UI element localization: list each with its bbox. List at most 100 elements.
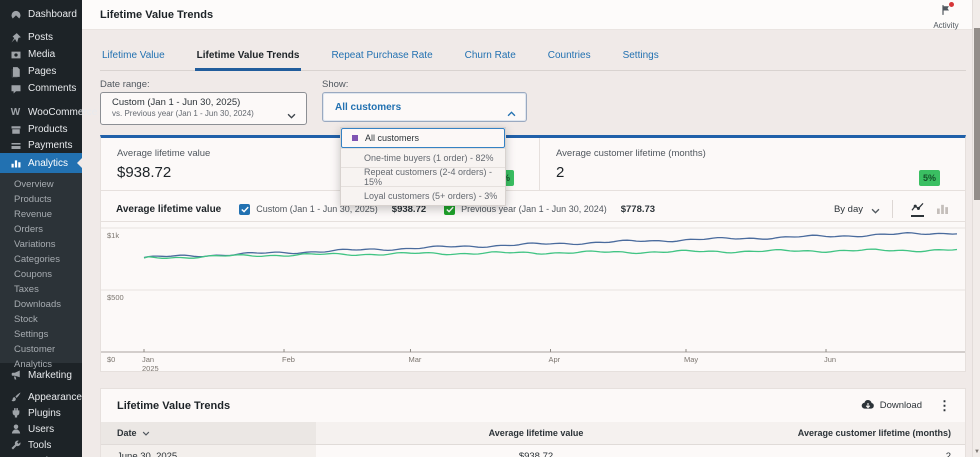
- analytics-submenu: Overview Products Revenue Orders Variati…: [0, 173, 82, 363]
- bar-chart-toggle-icon[interactable]: [936, 203, 949, 216]
- option-label: All customers: [365, 133, 419, 143]
- activity-button[interactable]: Activity: [926, 3, 966, 30]
- active-menu-arrow: [77, 158, 82, 168]
- pages-icon: [9, 65, 22, 78]
- sidebar-item-woocommerce[interactable]: W WooCommerce: [0, 104, 82, 121]
- sidebar-item-media[interactable]: Media: [0, 46, 82, 63]
- chevron-up-icon: [507, 104, 516, 110]
- tab-settings[interactable]: Settings: [621, 46, 661, 71]
- sidebar-item-label: Products: [28, 124, 67, 135]
- page-title: Lifetime Value Trends: [100, 9, 213, 21]
- x-axis-label: May: [684, 355, 698, 364]
- sort-chevron-icon: [142, 431, 150, 436]
- content-area: Lifetime Value Trends Activity Lifetime …: [82, 0, 980, 457]
- sidebar-subitem-settings[interactable]: Settings: [0, 327, 82, 342]
- chart-header: Average lifetime value Custom (Jan 1 - J…: [101, 190, 965, 222]
- plug-icon: [9, 407, 22, 420]
- media-icon: [9, 48, 22, 61]
- x-axis-label: Mar: [408, 355, 421, 364]
- dropdown-option-all-customers[interactable]: All customers: [341, 128, 505, 148]
- show-dropdown-popover: All customers One-time buyers (1 order) …: [340, 127, 506, 206]
- trend-badge: 5%: [919, 170, 940, 186]
- download-button[interactable]: Download: [861, 400, 922, 412]
- sidebar-subitem-overview[interactable]: Overview: [0, 177, 82, 192]
- sidebar-item-pages[interactable]: Pages: [0, 63, 82, 80]
- column-header-date[interactable]: Date: [101, 422, 316, 445]
- sidebar-item-products[interactable]: Products: [0, 121, 82, 138]
- tab-repeat-purchase-rate[interactable]: Repeat Purchase Rate: [329, 46, 434, 71]
- y-axis-label: $500: [107, 293, 124, 302]
- sidebar-item-plugins[interactable]: Plugins: [0, 405, 82, 421]
- table-header-bar: Lifetime Value Trends Download ⋮: [101, 389, 965, 422]
- line-chart-toggle-icon[interactable]: [911, 202, 924, 217]
- sidebar-item-appearance[interactable]: Appearance: [0, 389, 82, 405]
- lifetime-value-panel: Average lifetime value $938.72 5% Averag…: [100, 135, 966, 372]
- sidebar-item-analytics[interactable]: Analytics: [0, 153, 82, 173]
- y-axis-label: $0: [107, 355, 115, 364]
- chevron-down-icon: [287, 106, 296, 112]
- chart-line-series-1: [144, 249, 957, 258]
- dropdown-option-one-time-buyers[interactable]: One-time buyers (1 order) - 82%: [341, 148, 505, 167]
- date-range-value: Custom (Jan 1 - Jun 30, 2025): [112, 97, 282, 108]
- show-select[interactable]: All customers: [322, 92, 527, 122]
- sidebar-item-label: Media: [28, 49, 55, 60]
- sidebar-item-tools[interactable]: Tools: [0, 437, 82, 453]
- sidebar-subitem-stock[interactable]: Stock: [0, 312, 82, 327]
- brush-icon: [9, 391, 22, 404]
- sidebar-item-marketing[interactable]: Marketing: [0, 367, 82, 383]
- sidebar-subitem-categories[interactable]: Categories: [0, 252, 82, 267]
- table-header-row: Date Average lifetime value Average cust…: [101, 422, 965, 445]
- sidebar-subitem-products[interactable]: Products: [0, 192, 82, 207]
- show-select-value: All customers: [335, 102, 401, 113]
- products-icon: [9, 123, 22, 136]
- pin-icon: [9, 31, 22, 44]
- sidebar-item-payments[interactable]: Payments: [0, 138, 82, 153]
- sidebar-subitem-taxes[interactable]: Taxes: [0, 282, 82, 297]
- divider: [892, 200, 893, 218]
- summary-row: Average lifetime value $938.72 5% Averag…: [101, 138, 965, 190]
- tab-countries[interactable]: Countries: [546, 46, 593, 71]
- sidebar-subitem-orders[interactable]: Orders: [0, 222, 82, 237]
- dropdown-option-repeat-customers[interactable]: Repeat customers (2-4 orders) - 15%: [341, 167, 505, 186]
- sidebar-item-users[interactable]: Users: [0, 421, 82, 437]
- y-axis-label: $1k: [107, 231, 119, 240]
- woocommerce-icon: W: [9, 106, 22, 119]
- table-title: Lifetime Value Trends: [117, 400, 230, 412]
- sidebar-item-comments[interactable]: Comments: [0, 80, 82, 97]
- kebab-menu-icon[interactable]: ⋮: [938, 399, 951, 412]
- sidebar-item-dashboard[interactable]: Dashboard: [0, 6, 82, 23]
- analytics-tabs: Lifetime Value Lifetime Value Trends Rep…: [100, 46, 966, 71]
- scrollbar-thumb[interactable]: [974, 28, 980, 200]
- analytics-icon: [9, 157, 22, 170]
- sidebar-subitem-customer-analytics[interactable]: Customer Analytics: [0, 342, 82, 357]
- table-row[interactable]: June 30, 2025 $938.72 2: [101, 445, 965, 457]
- x-axis-label: Feb: [282, 355, 295, 364]
- sidebar-subitem-downloads[interactable]: Downloads: [0, 297, 82, 312]
- tab-lifetime-value[interactable]: Lifetime Value: [100, 46, 167, 71]
- user-icon: [9, 423, 22, 436]
- activity-label: Activity: [926, 21, 966, 30]
- column-header-avg-customer-lifetime[interactable]: Average customer lifetime (months): [756, 422, 965, 445]
- tab-churn-rate[interactable]: Churn Rate: [463, 46, 518, 71]
- sidebar-subitem-coupons[interactable]: Coupons: [0, 267, 82, 282]
- lifetime-value-chart: $1k$500$0Jan2025FebMarAprMayJun: [101, 222, 965, 372]
- cell-date: June 30, 2025: [101, 445, 316, 457]
- vertical-scrollbar[interactable]: ▼: [972, 0, 980, 457]
- summary-card-avg-customer-lifetime[interactable]: Average customer lifetime (months) 2 5%: [539, 138, 965, 190]
- sidebar-subitem-variations[interactable]: Variations: [0, 237, 82, 252]
- sidebar-item-posts[interactable]: Posts: [0, 29, 82, 46]
- sidebar-item-label: WooCommerce: [28, 107, 97, 118]
- sidebar-item-label: Comments: [28, 83, 76, 94]
- x-axis-label: Jun: [824, 355, 836, 364]
- date-range-select[interactable]: Custom (Jan 1 - Jun 30, 2025) vs. Previo…: [100, 92, 307, 125]
- scrollbar-down-arrow[interactable]: ▼: [974, 449, 980, 455]
- tab-lifetime-value-trends[interactable]: Lifetime Value Trends: [195, 46, 302, 71]
- sidebar-subitem-revenue[interactable]: Revenue: [0, 207, 82, 222]
- interval-select[interactable]: By day: [834, 204, 880, 215]
- x-axis-label: Jan: [142, 355, 154, 364]
- column-header-avg-lifetime-value[interactable]: Average lifetime value: [316, 422, 756, 445]
- dropdown-option-loyal-customers[interactable]: Loyal customers (5+ orders) - 3%: [341, 186, 505, 205]
- dashboard-icon: [9, 8, 22, 21]
- selected-option-marker: [352, 135, 358, 141]
- sidebar-item-settings[interactable]: Settings: [0, 453, 82, 457]
